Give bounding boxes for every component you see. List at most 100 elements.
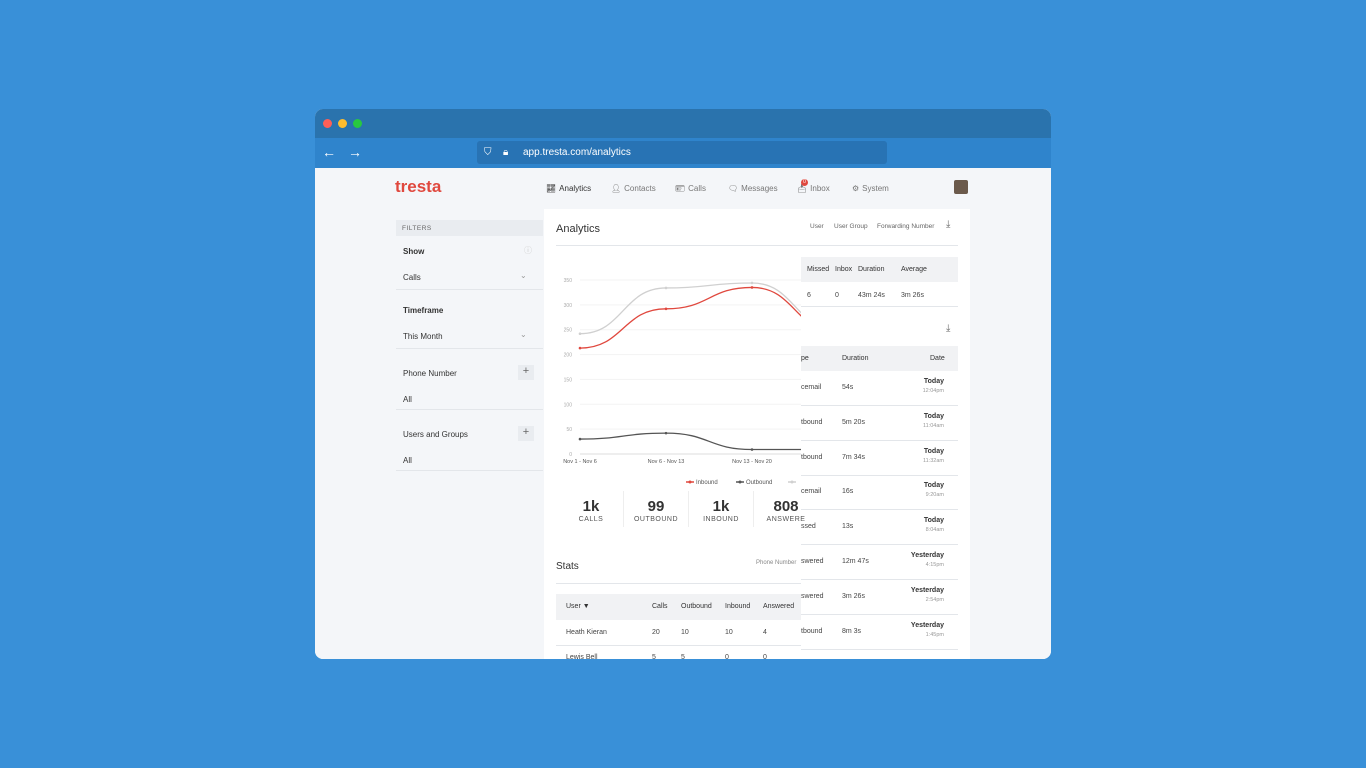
legend-label: Outbound <box>746 480 772 486</box>
info-icon[interactable]: ⓘ <box>524 246 532 255</box>
maximize-window-button[interactable] <box>353 119 362 128</box>
call-time: 4:15pm <box>925 562 944 568</box>
calls-header-row <box>801 346 958 371</box>
stats-header[interactable]: Outbound <box>681 603 712 610</box>
call-type: swered <box>801 558 824 565</box>
y-tick-label: 50 <box>566 427 572 433</box>
back-arrow-icon[interactable]: ← <box>322 144 336 160</box>
add-users-groups-button[interactable]: + <box>518 426 534 441</box>
call-date: Yesterday <box>910 621 944 629</box>
filter-user-group[interactable]: User Group <box>834 223 868 230</box>
call-time: 12:04pm <box>922 388 944 394</box>
summary-header[interactable]: Inbox <box>835 266 853 273</box>
call-type: tbound <box>801 627 823 635</box>
download-icon[interactable]: ⤓ <box>946 219 951 230</box>
y-tick-label: 150 <box>564 377 573 383</box>
stats-cell: 0 <box>763 654 767 659</box>
filters-header: FILTERS <box>396 220 543 236</box>
chevron-down-icon[interactable]: ⌄ <box>520 330 527 339</box>
stats-cell[interactable]: Lewis Bell <box>566 654 598 659</box>
phone-number-value[interactable]: All <box>403 395 412 404</box>
minimize-window-button[interactable] <box>338 119 347 128</box>
legend-label: Inbound <box>696 480 718 486</box>
person-icon: 👤︎ <box>611 184 622 193</box>
summary-header[interactable]: Average <box>901 266 927 273</box>
nav-analytics[interactable]: 📈︎ Analytics <box>546 184 591 193</box>
data-point <box>750 448 754 451</box>
total-3-label: ANSWERE <box>766 516 806 523</box>
total-0-number: 1k <box>582 498 600 515</box>
call-time: 11:04am <box>923 422 944 429</box>
lock-icon: 🔒︎ <box>503 147 509 158</box>
contact-card-icon: 🪪︎ <box>675 184 686 193</box>
call-duration: 5m 20s <box>842 418 865 426</box>
stats-header-row <box>556 594 801 620</box>
call-duration: 13s <box>842 523 854 531</box>
date-header[interactable]: Date <box>930 355 945 362</box>
phone-number-filter[interactable]: Phone Number <box>756 560 797 566</box>
filter-forwarding-number[interactable]: Forwarding Number <box>877 223 935 230</box>
users-groups-value[interactable]: All <box>403 456 412 465</box>
total-1-number: 99 <box>647 498 665 515</box>
filter-user[interactable]: User <box>810 223 824 230</box>
call-type: swered <box>801 592 824 600</box>
stats-cell: 0 <box>725 654 729 659</box>
data-point <box>664 286 668 290</box>
nav-calls[interactable]: 🪪︎ Calls <box>675 184 706 193</box>
show-select[interactable]: Calls <box>403 273 421 282</box>
divider <box>688 491 689 527</box>
stats-title: Stats <box>556 561 579 572</box>
divider <box>623 491 624 527</box>
message-icon: 🗨︎ <box>728 184 739 193</box>
inbox-icon: 📥︎ <box>797 184 808 193</box>
summary-header[interactable]: Missed <box>807 266 830 273</box>
chart-icon: 📈︎ <box>546 184 557 193</box>
divider <box>753 491 754 527</box>
stats-cell: 5 <box>652 654 656 659</box>
nav-contacts[interactable]: 👤︎ Contacts <box>611 184 656 193</box>
download-icon[interactable]: ⤓ <box>946 323 951 334</box>
url-bar[interactable]: ⛉ 🔒︎ app.tresta.com/analytics <box>477 141 887 164</box>
gear-icon: ⚙︎ <box>852 184 860 193</box>
forward-arrow-icon[interactable]: → <box>348 144 362 160</box>
y-tick-label: 100 <box>564 402 573 408</box>
stats-header[interactable]: Calls <box>652 603 668 610</box>
series-line-total <box>579 282 801 335</box>
nav-label: Analytics <box>559 184 592 193</box>
legend-dot <box>688 480 692 484</box>
call-type: tbound <box>801 453 823 461</box>
add-phone-number-button[interactable]: + <box>518 365 534 380</box>
nav-system[interactable]: ⚙︎ System <box>852 184 889 193</box>
y-tick-label: 250 <box>564 328 573 334</box>
type-header[interactable]: pe <box>801 355 809 362</box>
call-date: Today <box>923 378 944 385</box>
row-divider <box>801 439 958 441</box>
call-duration: 3m 26s <box>842 592 865 600</box>
total-2-label: INBOUND <box>703 516 739 523</box>
call-date: Today <box>923 517 944 525</box>
tresta-logo[interactable]: tresta <box>395 177 442 196</box>
call-date: Today <box>923 412 944 420</box>
call-time: 8:04am <box>925 527 944 534</box>
stats-header[interactable]: Inbound <box>725 603 751 610</box>
summary-value: 6 <box>807 292 811 299</box>
x-tick-label: Nov 6 - Nov 13 <box>648 459 685 465</box>
close-window-button[interactable] <box>323 119 332 128</box>
stats-cell: 5 <box>681 654 685 659</box>
nav-inbox[interactable]: 📥︎ 0 Inbox <box>797 179 830 193</box>
call-type: tbound <box>801 418 823 426</box>
total-2-number: 1k <box>712 498 730 515</box>
call-date: Today <box>923 447 944 455</box>
nav-messages[interactable]: 🗨︎ Messages <box>728 184 778 193</box>
row-divider <box>801 405 958 406</box>
summary-header[interactable]: Duration <box>858 266 885 273</box>
duration-header[interactable]: Duration <box>842 355 869 362</box>
chevron-down-icon[interactable]: ⌄ <box>520 271 527 280</box>
stats-cell: 10 <box>725 629 733 636</box>
avatar[interactable] <box>954 180 968 194</box>
timeframe-select[interactable]: This Month <box>403 332 443 341</box>
stats-cell[interactable]: Heath Kieran <box>566 629 607 636</box>
summary-value: 43m 24s <box>858 292 885 299</box>
stats-header[interactable]: User ▼ <box>566 603 590 610</box>
stats-header[interactable]: Answered <box>763 603 795 610</box>
